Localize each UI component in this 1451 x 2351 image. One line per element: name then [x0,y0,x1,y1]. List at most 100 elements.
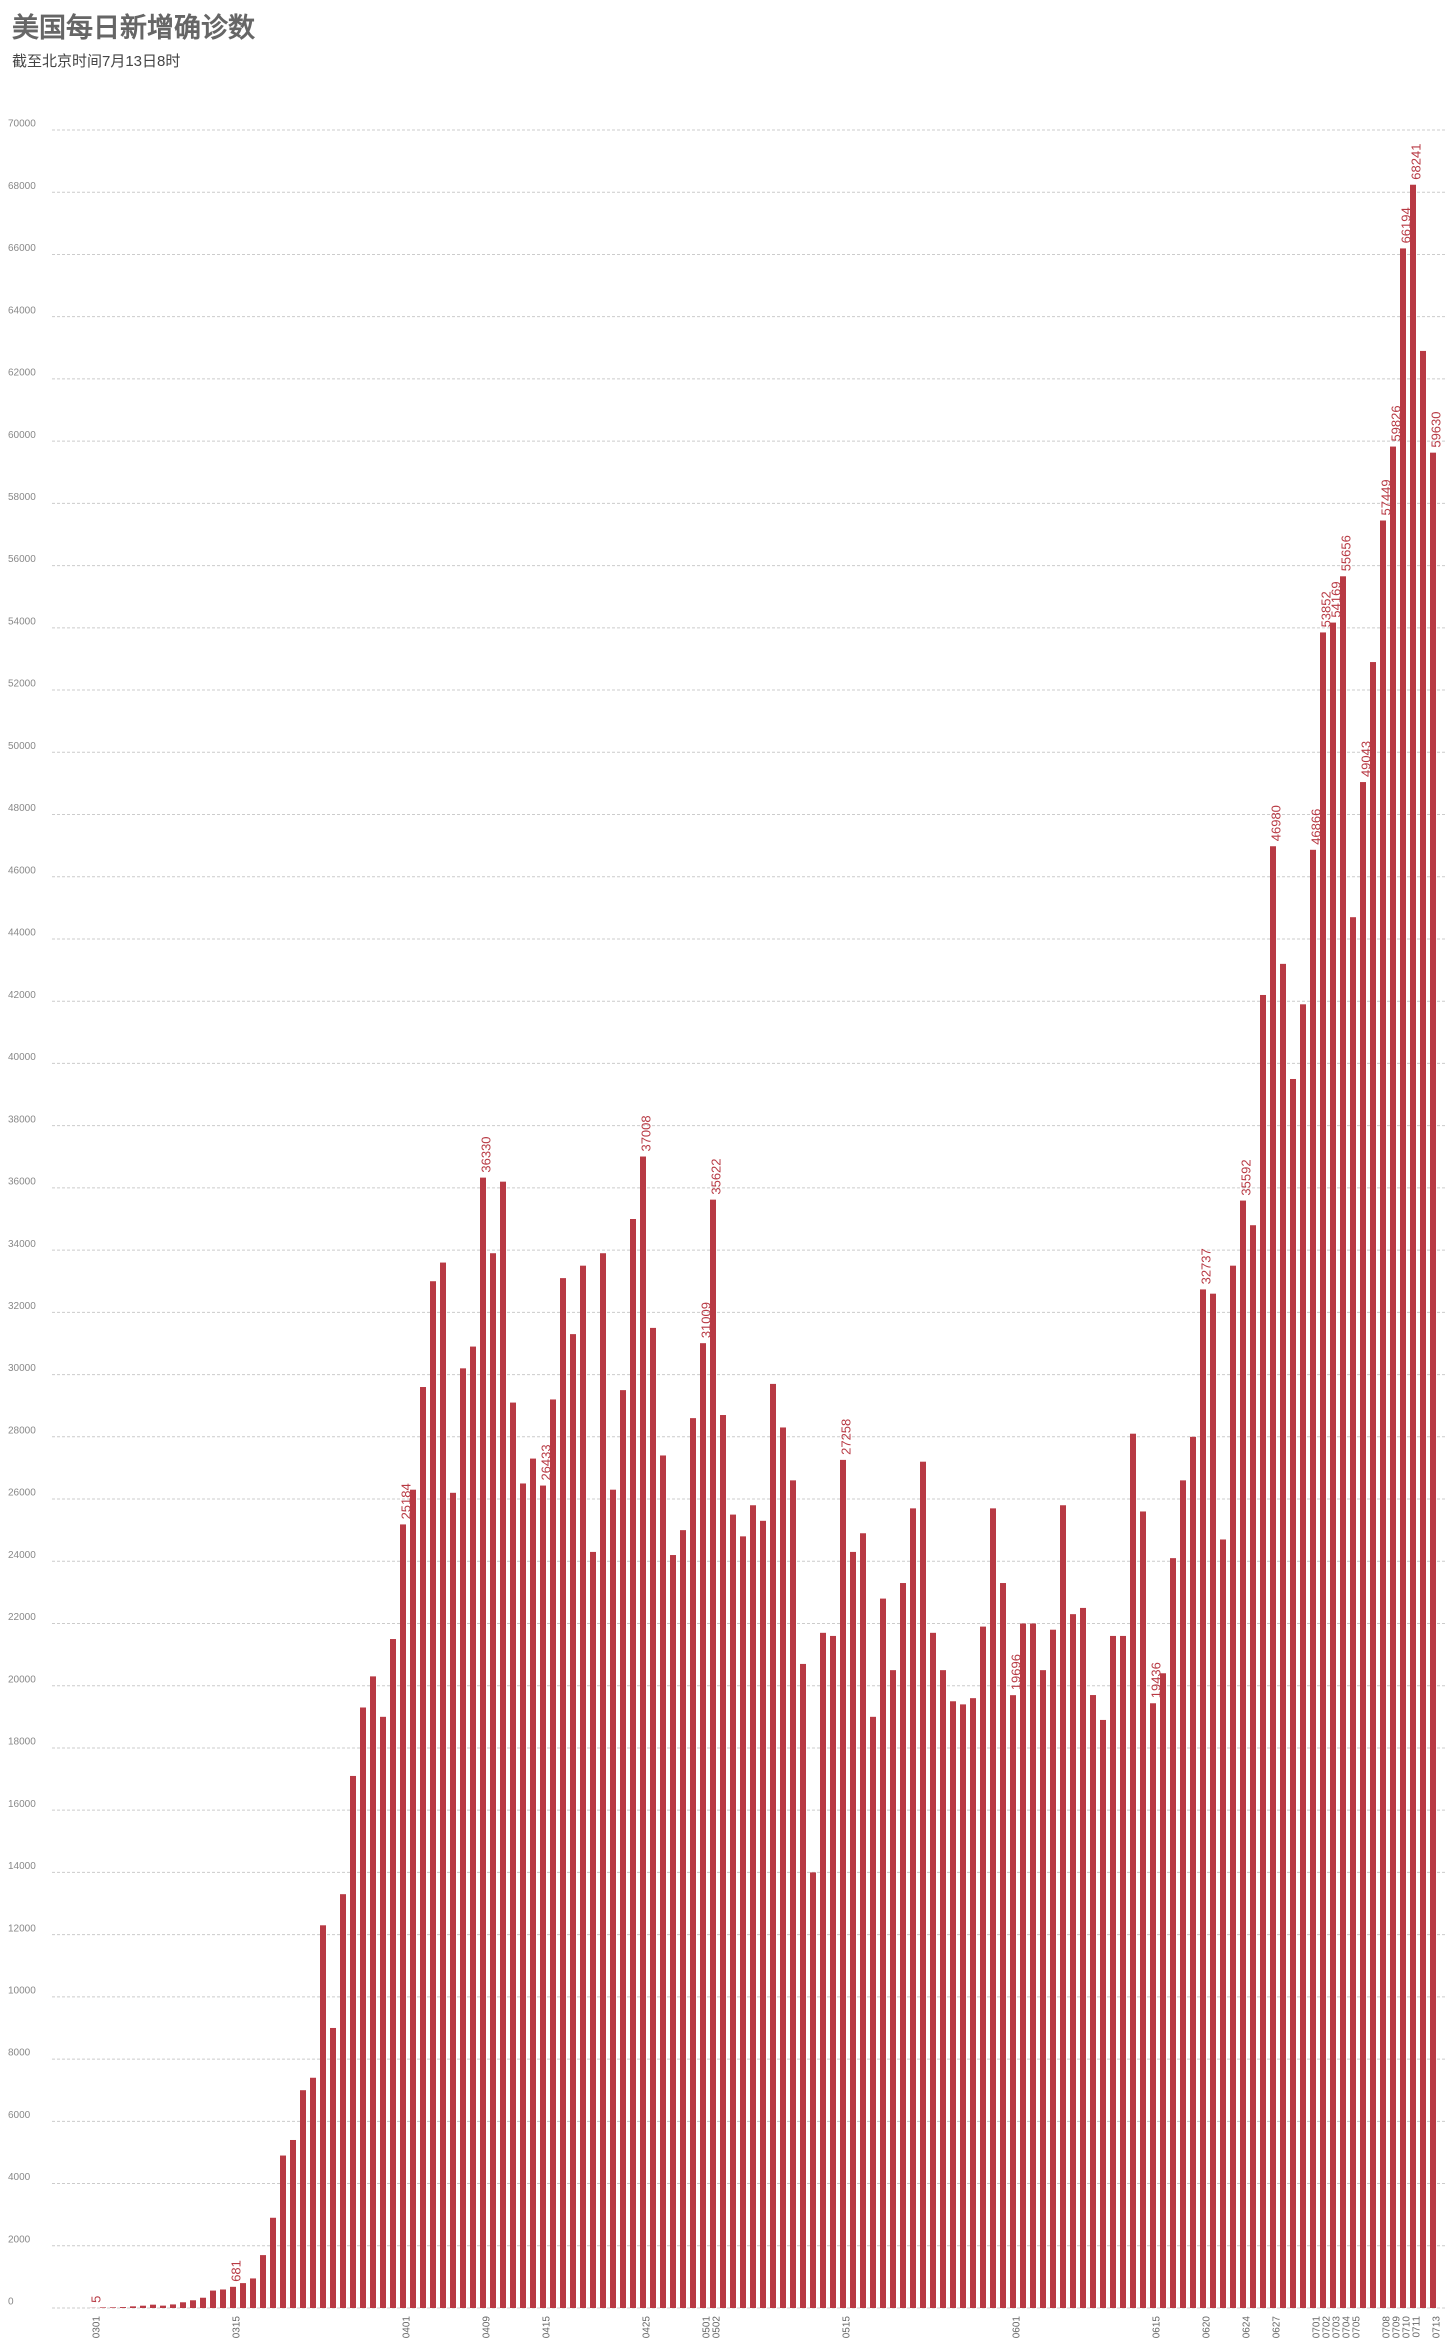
y-tick-label: 22000 [8,1612,36,1623]
bar [1030,1623,1036,2308]
value-label: 46866 [1308,809,1323,845]
x-tick-label: 0401 [402,2316,413,2339]
bar [580,1265,586,2308]
y-tick-label: 40000 [8,1052,36,1063]
bar [1310,849,1316,2309]
bar [560,1278,566,2308]
bar [1080,1607,1086,2308]
bar [910,1508,916,2308]
bar [410,1489,416,2308]
bar [610,1489,616,2308]
bar [1040,1670,1046,2308]
bar [300,2090,306,2308]
value-label: 46980 [1268,805,1283,841]
bar [450,1492,456,2308]
x-tick-label: 0425 [642,2316,653,2339]
value-label: 54169 [1328,581,1343,617]
bar [760,1520,766,2308]
y-tick-label: 2000 [8,2234,31,2245]
y-tick-label: 48000 [8,803,36,814]
bar [1150,1703,1156,2308]
value-label: 59826 [1388,405,1403,441]
value-label: 681 [228,2260,243,2282]
bar [1420,350,1426,2309]
bar [330,2027,336,2308]
x-tick-label: 0601 [1012,2316,1023,2339]
y-tick-label: 36000 [8,1177,36,1188]
bar [490,1253,496,2308]
bar [1070,1614,1076,2308]
y-tick-label: 32000 [8,1301,36,1312]
y-tick-label: 12000 [8,1923,36,1934]
bar [310,2077,316,2308]
bar [1220,1539,1226,2308]
bar [130,2306,136,2308]
bar [220,2289,226,2308]
bar [260,2255,266,2308]
bar [1170,1558,1176,2308]
bar [1400,248,1406,2309]
bar [970,1698,976,2308]
bar [980,1626,986,2308]
bar [1190,1436,1196,2308]
bar [380,1716,386,2308]
bar [1010,1695,1016,2308]
bar [1430,452,1436,2308]
y-tick-label: 34000 [8,1239,36,1250]
x-tick-label: 0704 [1342,2316,1353,2339]
bar [270,2217,276,2308]
value-label: 59630 [1428,411,1443,447]
bar [1250,1225,1256,2308]
y-tick-label: 14000 [8,1861,36,1872]
bar [880,1598,886,2308]
bar [1140,1511,1146,2308]
bar [950,1701,956,2308]
bar [1020,1623,1026,2308]
bar [290,2139,296,2308]
bar [180,2302,186,2308]
bar [900,1583,906,2308]
bar [710,1199,716,2308]
bar [190,2300,196,2308]
bar [1280,963,1286,2309]
y-tick-label: 26000 [8,1488,36,1499]
x-tick-label: 0515 [842,2316,853,2339]
y-tick-label: 52000 [8,679,36,690]
value-label: 68241 [1408,144,1423,180]
x-tick-label: 0711 [1412,2316,1423,2338]
y-tick-label: 60000 [8,430,36,441]
x-tick-label: 0710 [1402,2316,1413,2339]
bar [340,1894,346,2308]
bar [170,2304,176,2308]
x-tick-label: 0501 [702,2316,713,2339]
bar [1410,184,1416,2309]
y-tick-label: 62000 [8,368,36,379]
bar [1100,1719,1106,2308]
bar [670,1555,676,2308]
bar [920,1461,926,2308]
bar [200,2297,206,2308]
bar [1330,622,1336,2308]
bar [120,2307,126,2308]
value-label: 36330 [478,1136,493,1172]
bar [470,1346,476,2308]
bar [680,1530,686,2308]
bar [250,2278,256,2308]
bar [240,2283,246,2308]
y-tick-label: 30000 [8,1363,36,1374]
y-tick-label: 54000 [8,616,36,627]
bar [740,1536,746,2308]
bar [320,1925,326,2308]
y-tick-label: 42000 [8,990,36,1001]
bar [370,1676,376,2308]
x-tick-label: 0615 [1152,2316,1163,2339]
bar [150,2304,156,2308]
bar [210,2290,216,2308]
bar [1050,1629,1056,2308]
bar [800,1663,806,2308]
bar [1270,846,1276,2308]
bar [750,1505,756,2308]
bar [1370,662,1376,2309]
value-label: 25184 [398,1483,413,1519]
bar [1090,1695,1096,2308]
